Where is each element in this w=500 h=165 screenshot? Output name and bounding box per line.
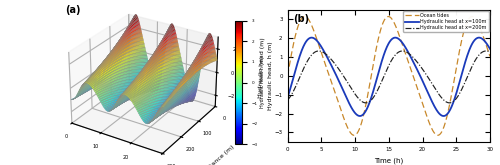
Ocean tides (487, 55, 493, 57)
Text: (b): (b) (294, 14, 310, 24)
Ocean tides (395, 31, 401, 33)
Text: (a): (a) (65, 5, 80, 15)
Line: Ocean tides: Ocean tides (288, 16, 490, 135)
Hydraulic head at x=200m (483, 50, 489, 52)
Y-axis label: Hydraulic head, h (m): Hydraulic head, h (m) (268, 42, 273, 110)
Line: Hydraulic head at x=200m: Hydraulic head at x=200m (288, 51, 490, 103)
Hydraulic head at x=200m (395, 52, 401, 54)
Hydraulic head at x=200m (316, 50, 322, 52)
Ocean tides (406, 63, 412, 65)
Ocean tides (351, 134, 357, 136)
Hydraulic head at x=100m (487, 48, 493, 50)
Legend: Ocean tides, Hydraulic head at x=100m, Hydraulic head at x=200m: Ocean tides, Hydraulic head at x=100m, H… (403, 11, 488, 32)
Hydraulic head at x=200m (382, 71, 388, 73)
Hydraulic head at x=100m (483, 42, 489, 44)
Hydraulic head at x=200m (382, 74, 388, 76)
X-axis label: Time (h): Time (h) (374, 157, 404, 164)
Hydraulic head at x=100m (382, 50, 388, 52)
Ocean tides (302, 16, 308, 17)
Hydraulic head at x=200m (487, 51, 493, 53)
Ocean tides (483, 43, 489, 45)
Hydraulic head at x=100m (381, 53, 387, 55)
Hydraulic head at x=100m (476, 37, 482, 39)
Hydraulic head at x=200m (284, 99, 290, 101)
Y-axis label: Hydraulic head h (m): Hydraulic head h (m) (260, 57, 266, 108)
Hydraulic head at x=100m (451, 100, 457, 102)
Hydraulic head at x=100m (356, 115, 362, 117)
Hydraulic head at x=100m (394, 37, 400, 39)
Line: Hydraulic head at x=100m: Hydraulic head at x=100m (288, 38, 490, 116)
Hydraulic head at x=200m (406, 52, 412, 54)
Hydraulic head at x=100m (406, 52, 411, 54)
Ocean tides (382, 19, 388, 21)
Ocean tides (452, 78, 458, 80)
Ocean tides (382, 17, 388, 19)
Y-axis label: Distance (m): Distance (m) (202, 144, 235, 165)
Ocean tides (284, 75, 290, 77)
Hydraulic head at x=200m (363, 102, 369, 104)
Hydraulic head at x=200m (452, 100, 458, 102)
Hydraulic head at x=100m (284, 97, 290, 99)
